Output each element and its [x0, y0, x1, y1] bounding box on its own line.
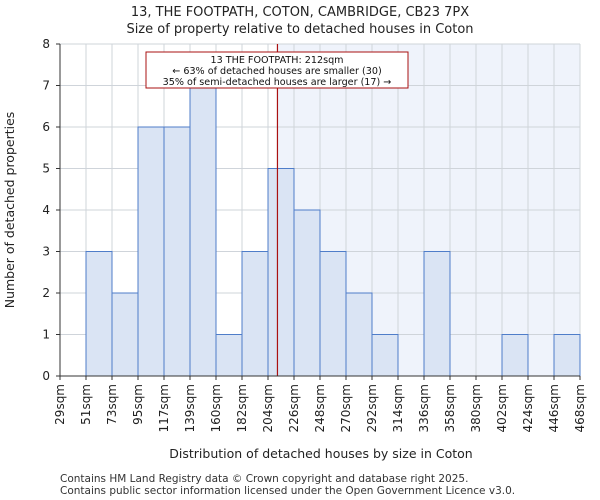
y-tick-label: 1	[42, 328, 50, 342]
x-tick-label: 29sqm	[53, 384, 67, 425]
bar	[111, 292, 139, 377]
x-tick-label: 424sqm	[521, 384, 535, 432]
x-tick-label: 358sqm	[443, 384, 457, 432]
annotation-line-2: ← 63% of detached houses are smaller (30…	[172, 66, 381, 77]
bar	[85, 251, 113, 377]
bar	[501, 334, 529, 377]
bar	[371, 334, 399, 377]
annotation-line-3: 35% of semi-detached houses are larger (…	[163, 77, 392, 88]
bar	[345, 292, 373, 377]
y-axis-label: Number of detached properties	[2, 112, 17, 309]
x-tick-label: 314sqm	[391, 384, 405, 432]
y-tick-label: 0	[42, 369, 50, 383]
x-tick-label: 292sqm	[365, 384, 379, 432]
x-tick-label: 51sqm	[79, 384, 93, 425]
plot-area: 13 THE FOOTPATH: 212sqm← 63% of detached…	[42, 37, 587, 432]
y-tick-label: 6	[42, 120, 50, 134]
footer-line-2: Contains public sector information licen…	[60, 485, 515, 497]
annotation-box	[145, 51, 409, 89]
bar	[267, 168, 295, 377]
x-tick-label: 402sqm	[495, 384, 509, 432]
y-tick-label: 7	[42, 79, 50, 93]
x-tick-label: 226sqm	[287, 384, 301, 432]
x-tick-label: 270sqm	[339, 384, 353, 432]
bar	[553, 334, 581, 377]
bar	[137, 126, 165, 377]
x-tick-label: 117sqm	[157, 384, 171, 432]
x-tick-label: 204sqm	[261, 384, 275, 432]
y-tick-label: 8	[42, 37, 50, 51]
x-tick-label: 182sqm	[235, 384, 249, 432]
y-tick-label: 4	[42, 203, 50, 217]
chart-subtitle: Size of property relative to detached ho…	[126, 22, 473, 37]
bar	[241, 251, 269, 377]
x-tick-label: 73sqm	[105, 384, 119, 425]
x-tick-label: 95sqm	[131, 384, 145, 425]
x-tick-label: 139sqm	[183, 384, 197, 432]
y-tick-label: 2	[42, 286, 50, 300]
bar	[163, 126, 191, 377]
x-tick-label: 248sqm	[313, 384, 327, 432]
chart-title: 13, THE FOOTPATH, COTON, CAMBRIDGE, CB23…	[131, 5, 469, 20]
x-tick-label: 468sqm	[573, 384, 587, 432]
bar	[319, 251, 347, 377]
x-tick-label: 336sqm	[417, 384, 431, 432]
bar	[293, 209, 321, 377]
x-tick-label: 446sqm	[547, 384, 561, 432]
annotation-line-1: 13 THE FOOTPATH: 212sqm	[210, 55, 343, 66]
bar	[215, 334, 243, 377]
footer-line-1: Contains HM Land Registry data © Crown c…	[60, 473, 468, 485]
bar	[423, 251, 451, 377]
y-tick-label: 5	[42, 162, 50, 176]
x-tick-label: 380sqm	[469, 384, 483, 432]
x-tick-label: 160sqm	[209, 384, 223, 432]
y-tick-label: 3	[42, 245, 50, 259]
bar	[189, 85, 217, 377]
x-axis-label: Distribution of detached houses by size …	[169, 446, 472, 461]
